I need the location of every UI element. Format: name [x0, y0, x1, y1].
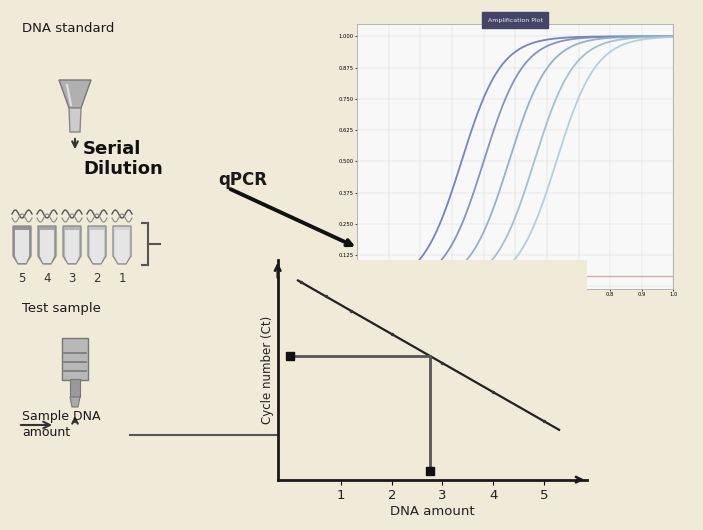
Polygon shape	[113, 226, 131, 264]
Point	[386, 330, 397, 338]
Y-axis label: Cycle number (Ct): Cycle number (Ct)	[261, 315, 273, 424]
Polygon shape	[70, 397, 80, 407]
Polygon shape	[69, 108, 81, 132]
Text: 5: 5	[18, 272, 26, 285]
Text: 2: 2	[93, 272, 101, 285]
Text: qPCR: qPCR	[218, 171, 267, 189]
Text: Test sample: Test sample	[22, 302, 101, 315]
Point	[488, 388, 499, 396]
Polygon shape	[59, 80, 91, 108]
Point	[538, 417, 550, 426]
Text: Sample DNA
amount: Sample DNA amount	[22, 410, 101, 439]
Text: 3: 3	[68, 272, 76, 285]
Text: 4: 4	[44, 272, 51, 285]
Polygon shape	[38, 226, 56, 264]
Polygon shape	[13, 226, 31, 264]
Title: Amplification Plot: Amplification Plot	[488, 18, 543, 23]
Polygon shape	[65, 230, 79, 263]
Polygon shape	[115, 230, 129, 263]
Point	[437, 359, 448, 367]
Point	[346, 307, 357, 315]
Text: DNA standard: DNA standard	[22, 22, 115, 35]
Bar	[70, 379, 80, 397]
Point	[285, 351, 296, 360]
Bar	[62, 338, 88, 380]
Point	[295, 278, 306, 286]
Polygon shape	[90, 230, 104, 263]
X-axis label: DNA amount: DNA amount	[390, 505, 475, 518]
Polygon shape	[40, 230, 54, 263]
Polygon shape	[15, 230, 29, 263]
Polygon shape	[88, 226, 106, 264]
Text: 1: 1	[118, 272, 126, 285]
Polygon shape	[63, 226, 81, 264]
Text: Standard
Curve: Standard Curve	[573, 195, 663, 233]
Point	[321, 292, 332, 301]
Text: Serial
Dilution: Serial Dilution	[83, 140, 163, 178]
Point	[424, 467, 435, 475]
